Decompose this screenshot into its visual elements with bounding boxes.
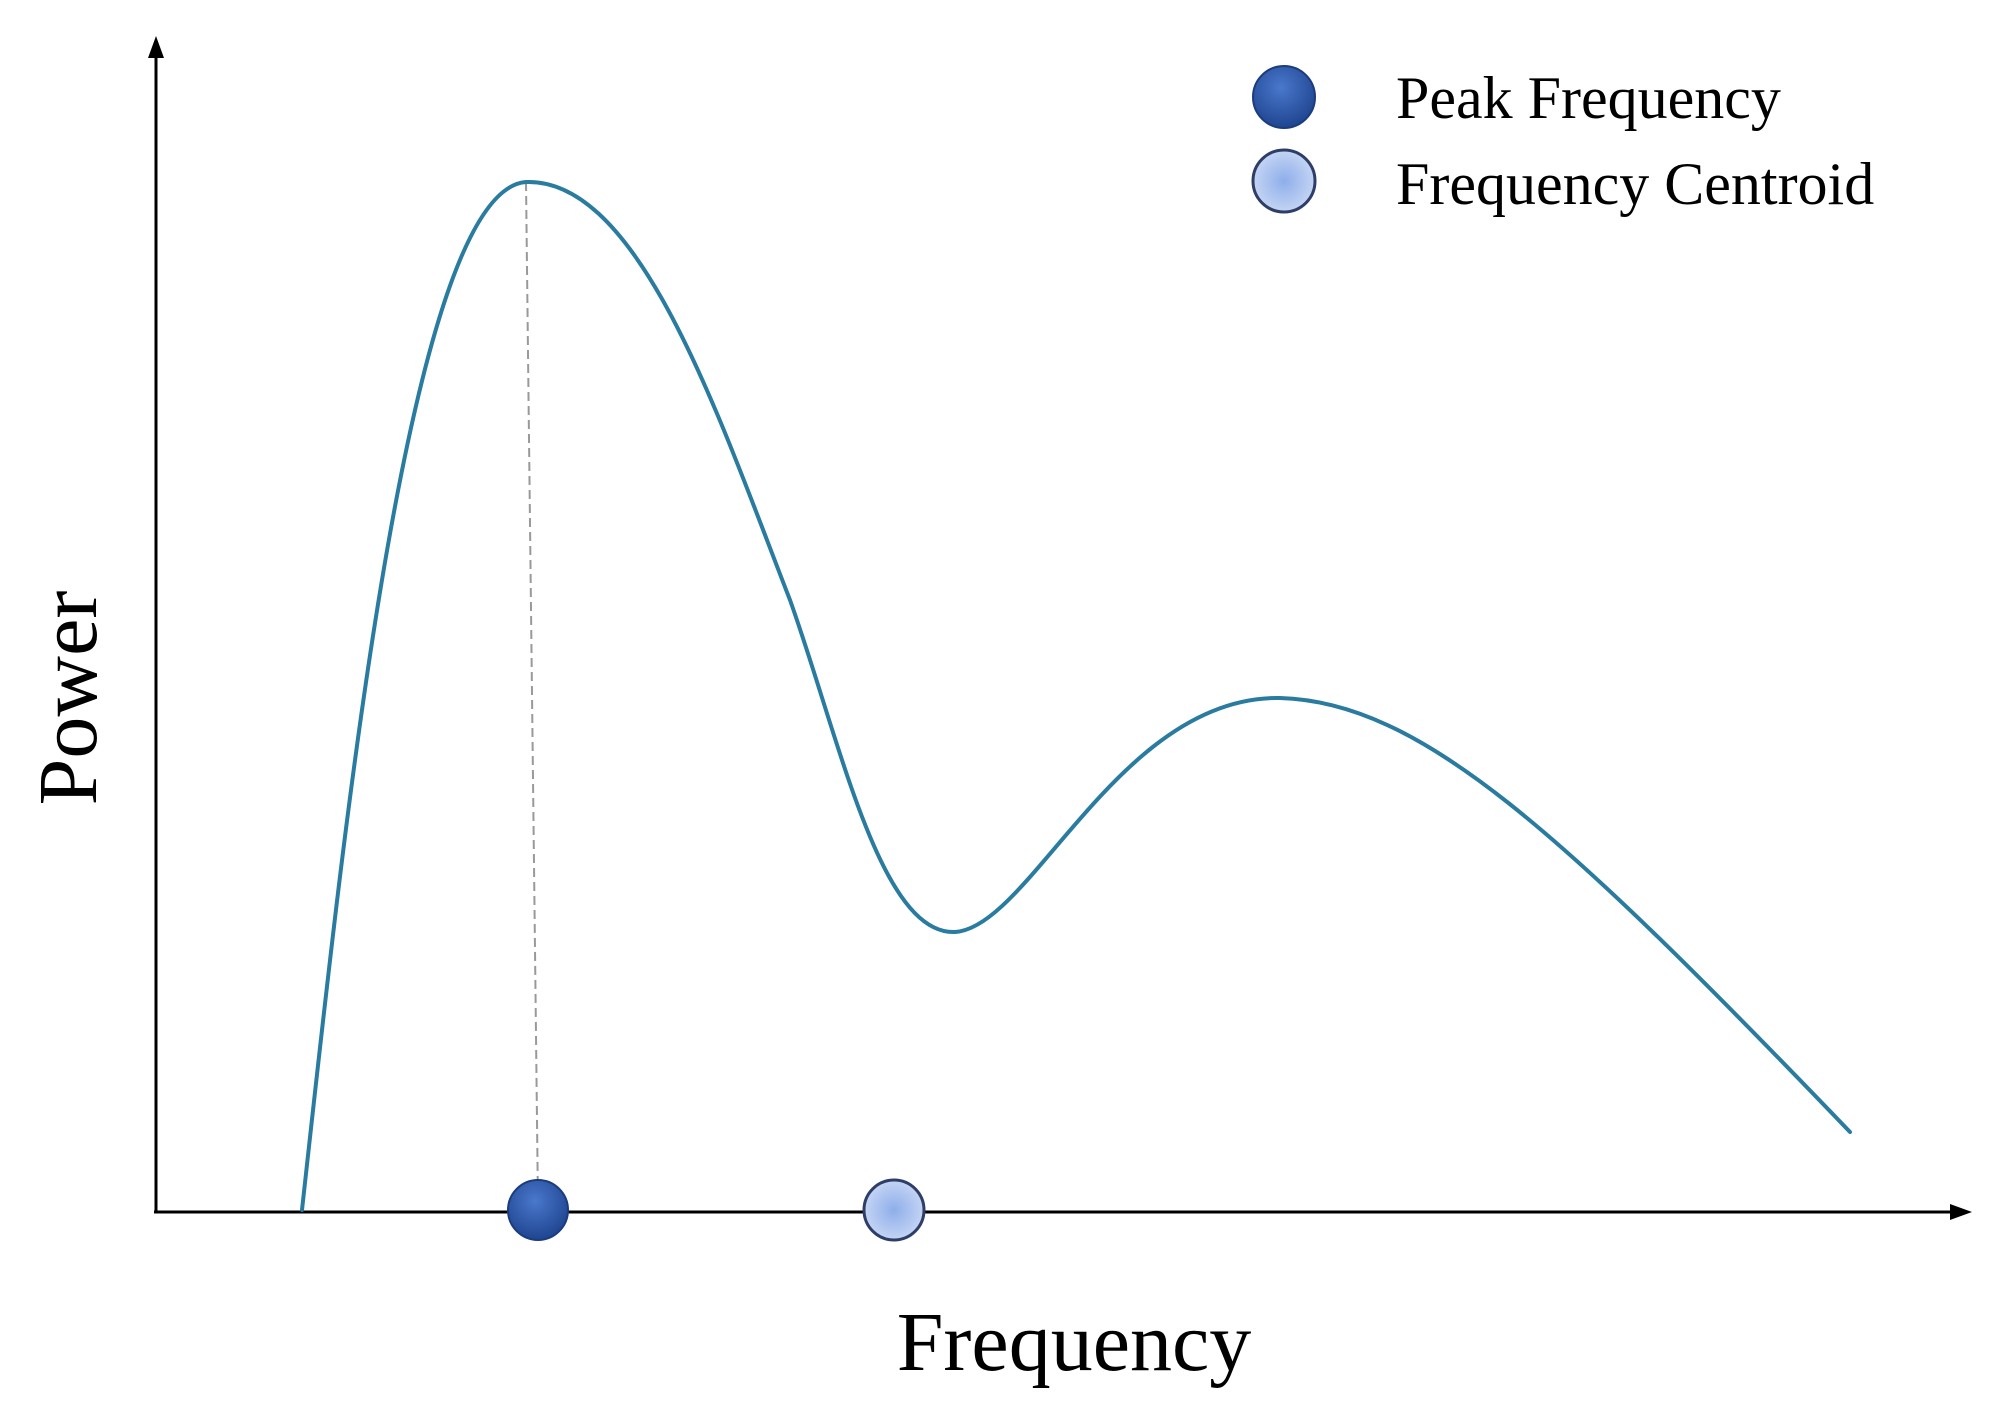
x-axis-arrow-icon bbox=[1950, 1204, 1972, 1220]
axes bbox=[148, 36, 1972, 1220]
y-axis-title: Power bbox=[22, 591, 115, 806]
y-axis-arrow-icon bbox=[148, 36, 164, 58]
legend: Peak Frequency Frequency Centroid bbox=[1251, 65, 1874, 217]
frequency-centroid-marker bbox=[862, 1178, 926, 1242]
peak-guide-line bbox=[525, 181, 539, 1206]
peak-frequency-marker bbox=[507, 1179, 569, 1241]
legend-peak-frequency-icon bbox=[1252, 65, 1316, 129]
x-axis-title: Frequency bbox=[897, 1296, 1252, 1389]
legend-label-frequency-centroid: Frequency Centroid bbox=[1396, 151, 1874, 217]
legend-frequency-centroid-icon bbox=[1251, 148, 1317, 214]
legend-label-peak-frequency: Peak Frequency bbox=[1396, 65, 1781, 131]
power-spectrum-curve bbox=[300, 179, 1852, 1212]
